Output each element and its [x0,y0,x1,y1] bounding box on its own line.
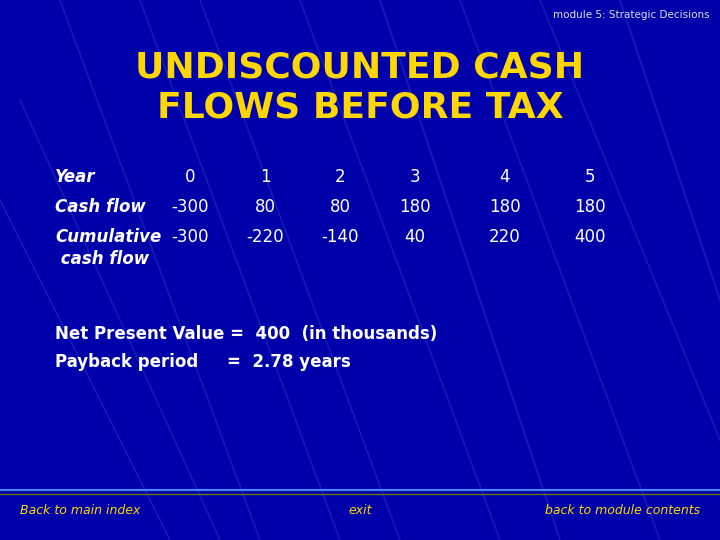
Text: 5: 5 [585,168,595,186]
Text: -300: -300 [171,228,209,246]
Text: 400: 400 [575,228,606,246]
Text: Cumulative: Cumulative [55,228,161,246]
Text: module 5: Strategic Decisions: module 5: Strategic Decisions [554,10,710,20]
Text: cash flow: cash flow [55,250,149,268]
Text: 180: 180 [574,198,606,216]
Text: FLOWS BEFORE TAX: FLOWS BEFORE TAX [157,90,563,124]
Text: 1: 1 [260,168,270,186]
Text: 2: 2 [335,168,346,186]
Text: -220: -220 [246,228,284,246]
Text: exit: exit [348,503,372,516]
Text: 180: 180 [489,198,521,216]
Text: 40: 40 [405,228,426,246]
Text: 220: 220 [489,228,521,246]
Text: 80: 80 [330,198,351,216]
Text: 0: 0 [185,168,195,186]
Text: 3: 3 [410,168,420,186]
Text: -300: -300 [171,198,209,216]
Text: Cash flow: Cash flow [55,198,145,216]
Text: -140: -140 [321,228,359,246]
Text: Payback period     =  2.78 years: Payback period = 2.78 years [55,353,351,371]
Text: 4: 4 [500,168,510,186]
Text: UNDISCOUNTED CASH: UNDISCOUNTED CASH [135,50,585,84]
Text: 180: 180 [399,198,431,216]
Text: 80: 80 [254,198,276,216]
Text: Back to main index: Back to main index [20,503,140,516]
Text: Net Present Value =  400  (in thousands): Net Present Value = 400 (in thousands) [55,325,437,343]
Text: Year: Year [55,168,96,186]
Text: back to module contents: back to module contents [545,503,700,516]
